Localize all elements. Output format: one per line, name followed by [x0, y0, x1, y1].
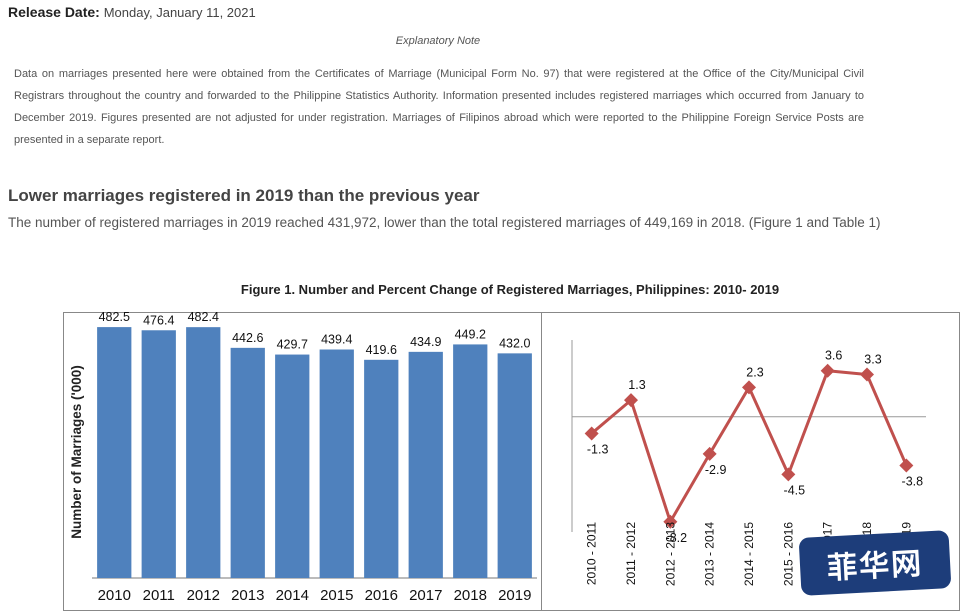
bar-2018: [453, 344, 488, 578]
bar-data-label: 439.4: [321, 333, 352, 347]
explanatory-note-text: Data on marriages presented here were ob…: [14, 68, 864, 146]
release-date-label: Release Date:: [8, 4, 100, 20]
watermark-logo: 菲华网: [798, 530, 952, 596]
bar-2014: [275, 354, 310, 578]
figure-title: Figure 1. Number and Percent Change of R…: [240, 282, 780, 297]
section-lead-text: The number of registered marriages in 20…: [8, 215, 881, 230]
bar-tick-label: 2012: [187, 587, 220, 604]
line-tick-label: 2012 - 2013: [663, 522, 677, 586]
bar-2016: [364, 359, 399, 578]
bar-tick-label: 2016: [365, 587, 398, 604]
line-point-2012-2013: [663, 514, 678, 529]
line-data-label: 2.3: [746, 365, 763, 379]
bar-data-label: 476.4: [143, 313, 174, 327]
bar-chart-panel: 482.5 2010 476.4 2011 482.4 2012 442.6 2013 429.…: [63, 310, 542, 611]
bar-2015: [319, 349, 354, 578]
bar-data-label: 419.6: [366, 343, 397, 357]
bar-2010: [97, 327, 132, 578]
line-point-2014-2015: [742, 380, 756, 395]
bar-2011: [141, 330, 176, 578]
release-date: Release Date: Monday, January 11, 2021: [8, 4, 256, 20]
explanatory-note-title: Explanatory Note: [395, 35, 481, 47]
line-data-label: -4.5: [784, 483, 806, 497]
bar-tick-label: 2019: [498, 587, 531, 604]
bar-data-label: 429.7: [277, 338, 308, 352]
line-data-label: 1.3: [628, 378, 645, 392]
bar-2017: [408, 351, 443, 578]
line-data-label: 3.6: [825, 349, 842, 363]
bar-2012: [186, 327, 221, 578]
release-date-value: Monday, January 11, 2021: [103, 5, 256, 20]
bar-data-label: 432.0: [499, 336, 530, 350]
bar-tick-label: 2015: [320, 587, 353, 604]
bar-data-label: 449.2: [455, 327, 486, 341]
line-point-2010-2011: [584, 426, 599, 441]
line-tick-label: 2013 - 2014: [703, 522, 717, 586]
line-data-label: -8.2: [666, 531, 688, 545]
line-point-2018-2019: [899, 458, 914, 473]
line-data-label: 3.3: [864, 353, 881, 367]
line-data-label: -3.8: [902, 474, 924, 488]
bar-data-label: 482.4: [188, 312, 219, 324]
bar-tick-label: 2010: [98, 587, 131, 604]
bar-data-label: 434.9: [410, 335, 441, 349]
line-tick-label: 2011 - 2012: [624, 522, 638, 585]
line-point-2015-2016: [781, 467, 796, 482]
bar-tick-label: 2018: [454, 587, 487, 604]
bar-tick-label: 2011: [143, 587, 175, 604]
bar-tick-label: 2017: [409, 587, 442, 604]
bar-tick-label: 2014: [276, 587, 309, 604]
line-point-2013-2014: [702, 446, 717, 461]
bar-y-axis-label: Number of Marriages ('000): [69, 365, 84, 539]
line-tick-label: 2010 - 2011: [585, 522, 599, 585]
bar-data-label: 482.5: [99, 312, 130, 324]
bar-data-label: 442.6: [232, 331, 263, 345]
line-tick-label: 2014 - 2015: [742, 522, 756, 586]
line-data-label: -1.3: [587, 442, 609, 456]
line-point-2011-2012: [624, 393, 638, 408]
bar-2019: [497, 353, 532, 578]
line-point-2016-2017: [820, 363, 835, 378]
line-data-label: -2.9: [705, 463, 727, 477]
line-tick-label: 2015 - 2016: [781, 522, 795, 586]
section-headline: Lower marriages registered in 2019 than …: [8, 186, 480, 205]
line-point-2017-2018: [860, 367, 874, 382]
bar-tick-label: 2013: [231, 587, 264, 604]
bar-2013: [230, 347, 265, 578]
